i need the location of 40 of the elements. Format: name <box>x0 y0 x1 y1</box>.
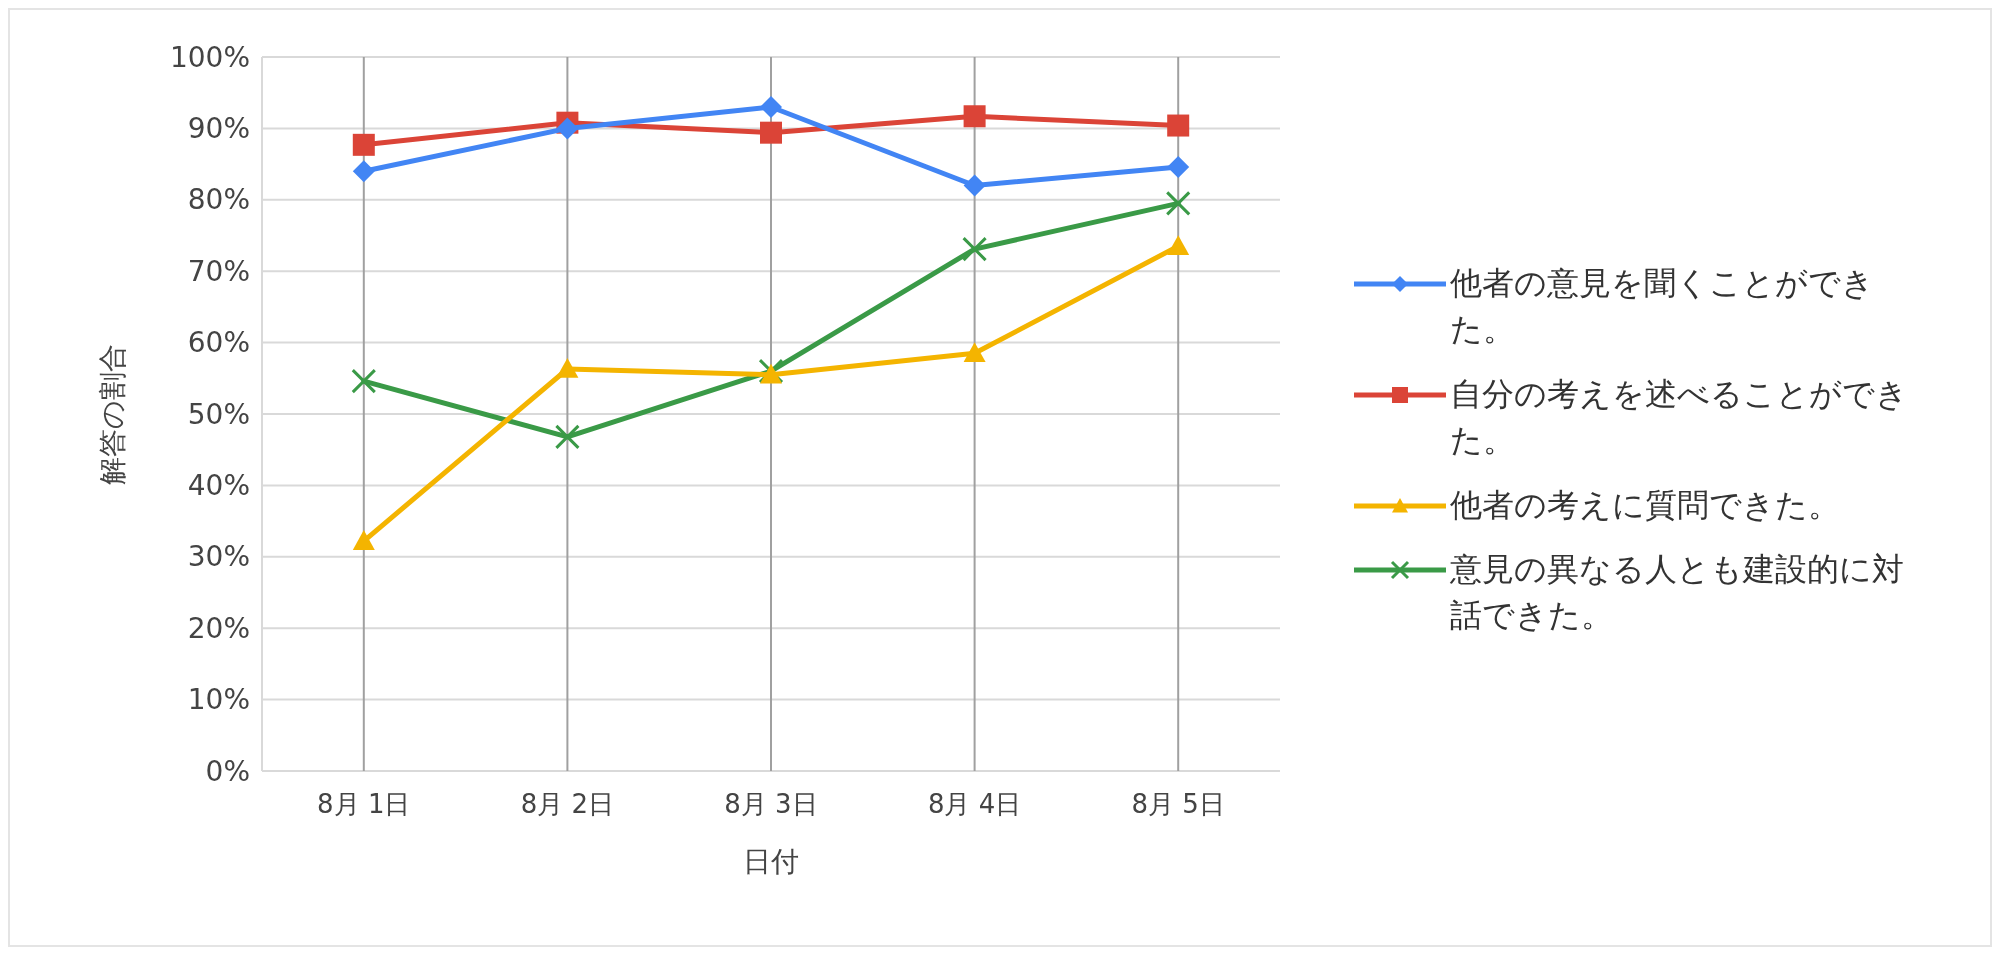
y-tick-label: 40% <box>187 468 250 502</box>
y-tick-label: 0% <box>205 754 250 788</box>
y-tick-label: 10% <box>187 683 250 717</box>
point <box>1167 235 1190 256</box>
legend-label: 他者の考えに質問できた。 <box>1450 484 1840 526</box>
point <box>352 530 375 550</box>
x-axis-title: 日付 <box>743 845 799 878</box>
y-axis-title: 解答の割合 <box>96 343 129 485</box>
point <box>352 133 375 156</box>
y-tick-label: 60% <box>187 326 250 360</box>
point <box>760 121 782 144</box>
point <box>963 174 986 197</box>
point <box>1167 114 1190 137</box>
point <box>963 105 986 128</box>
point <box>554 424 580 450</box>
point <box>556 358 579 378</box>
x-tick-label: 8月 1日 <box>317 789 411 819</box>
y-tick-label: 50% <box>187 397 250 431</box>
point <box>962 236 988 262</box>
x-tick-label: 8月 4日 <box>927 789 1022 819</box>
point <box>963 342 986 363</box>
legend-label: 自分の考えを述べることができた。 <box>1450 373 1909 462</box>
x-tick-label: 8月 3日 <box>724 789 818 819</box>
y-tick-label: 100% <box>169 40 250 74</box>
point <box>1165 190 1191 216</box>
x-tick-label: 8月 5日 <box>1131 789 1225 819</box>
legend-label: 他者の意見を聞くことができた。 <box>1450 263 1875 351</box>
y-tick-label: 80% <box>187 183 250 217</box>
y-tick-label: 90% <box>187 111 250 145</box>
point <box>760 363 782 384</box>
point <box>556 117 579 140</box>
x-tick-label: 8月 2日 <box>520 789 615 819</box>
point <box>351 368 377 394</box>
y-tick-label: 70% <box>187 254 250 288</box>
point <box>1167 155 1190 178</box>
y-tick-label: 30% <box>187 540 250 574</box>
y-tick-label: 20% <box>187 611 250 645</box>
point <box>352 160 375 183</box>
point <box>760 95 782 118</box>
legend-label: 意見の異なる人とも建設的に対話できた。 <box>1450 548 1905 637</box>
